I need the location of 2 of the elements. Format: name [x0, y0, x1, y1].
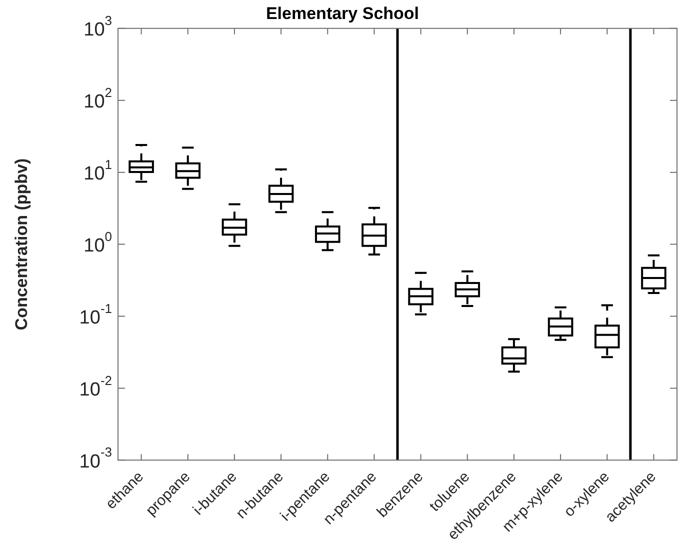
- y-axis-title: Concentration (ppbv): [12, 158, 31, 330]
- chart-title: Elementary School: [266, 4, 420, 23]
